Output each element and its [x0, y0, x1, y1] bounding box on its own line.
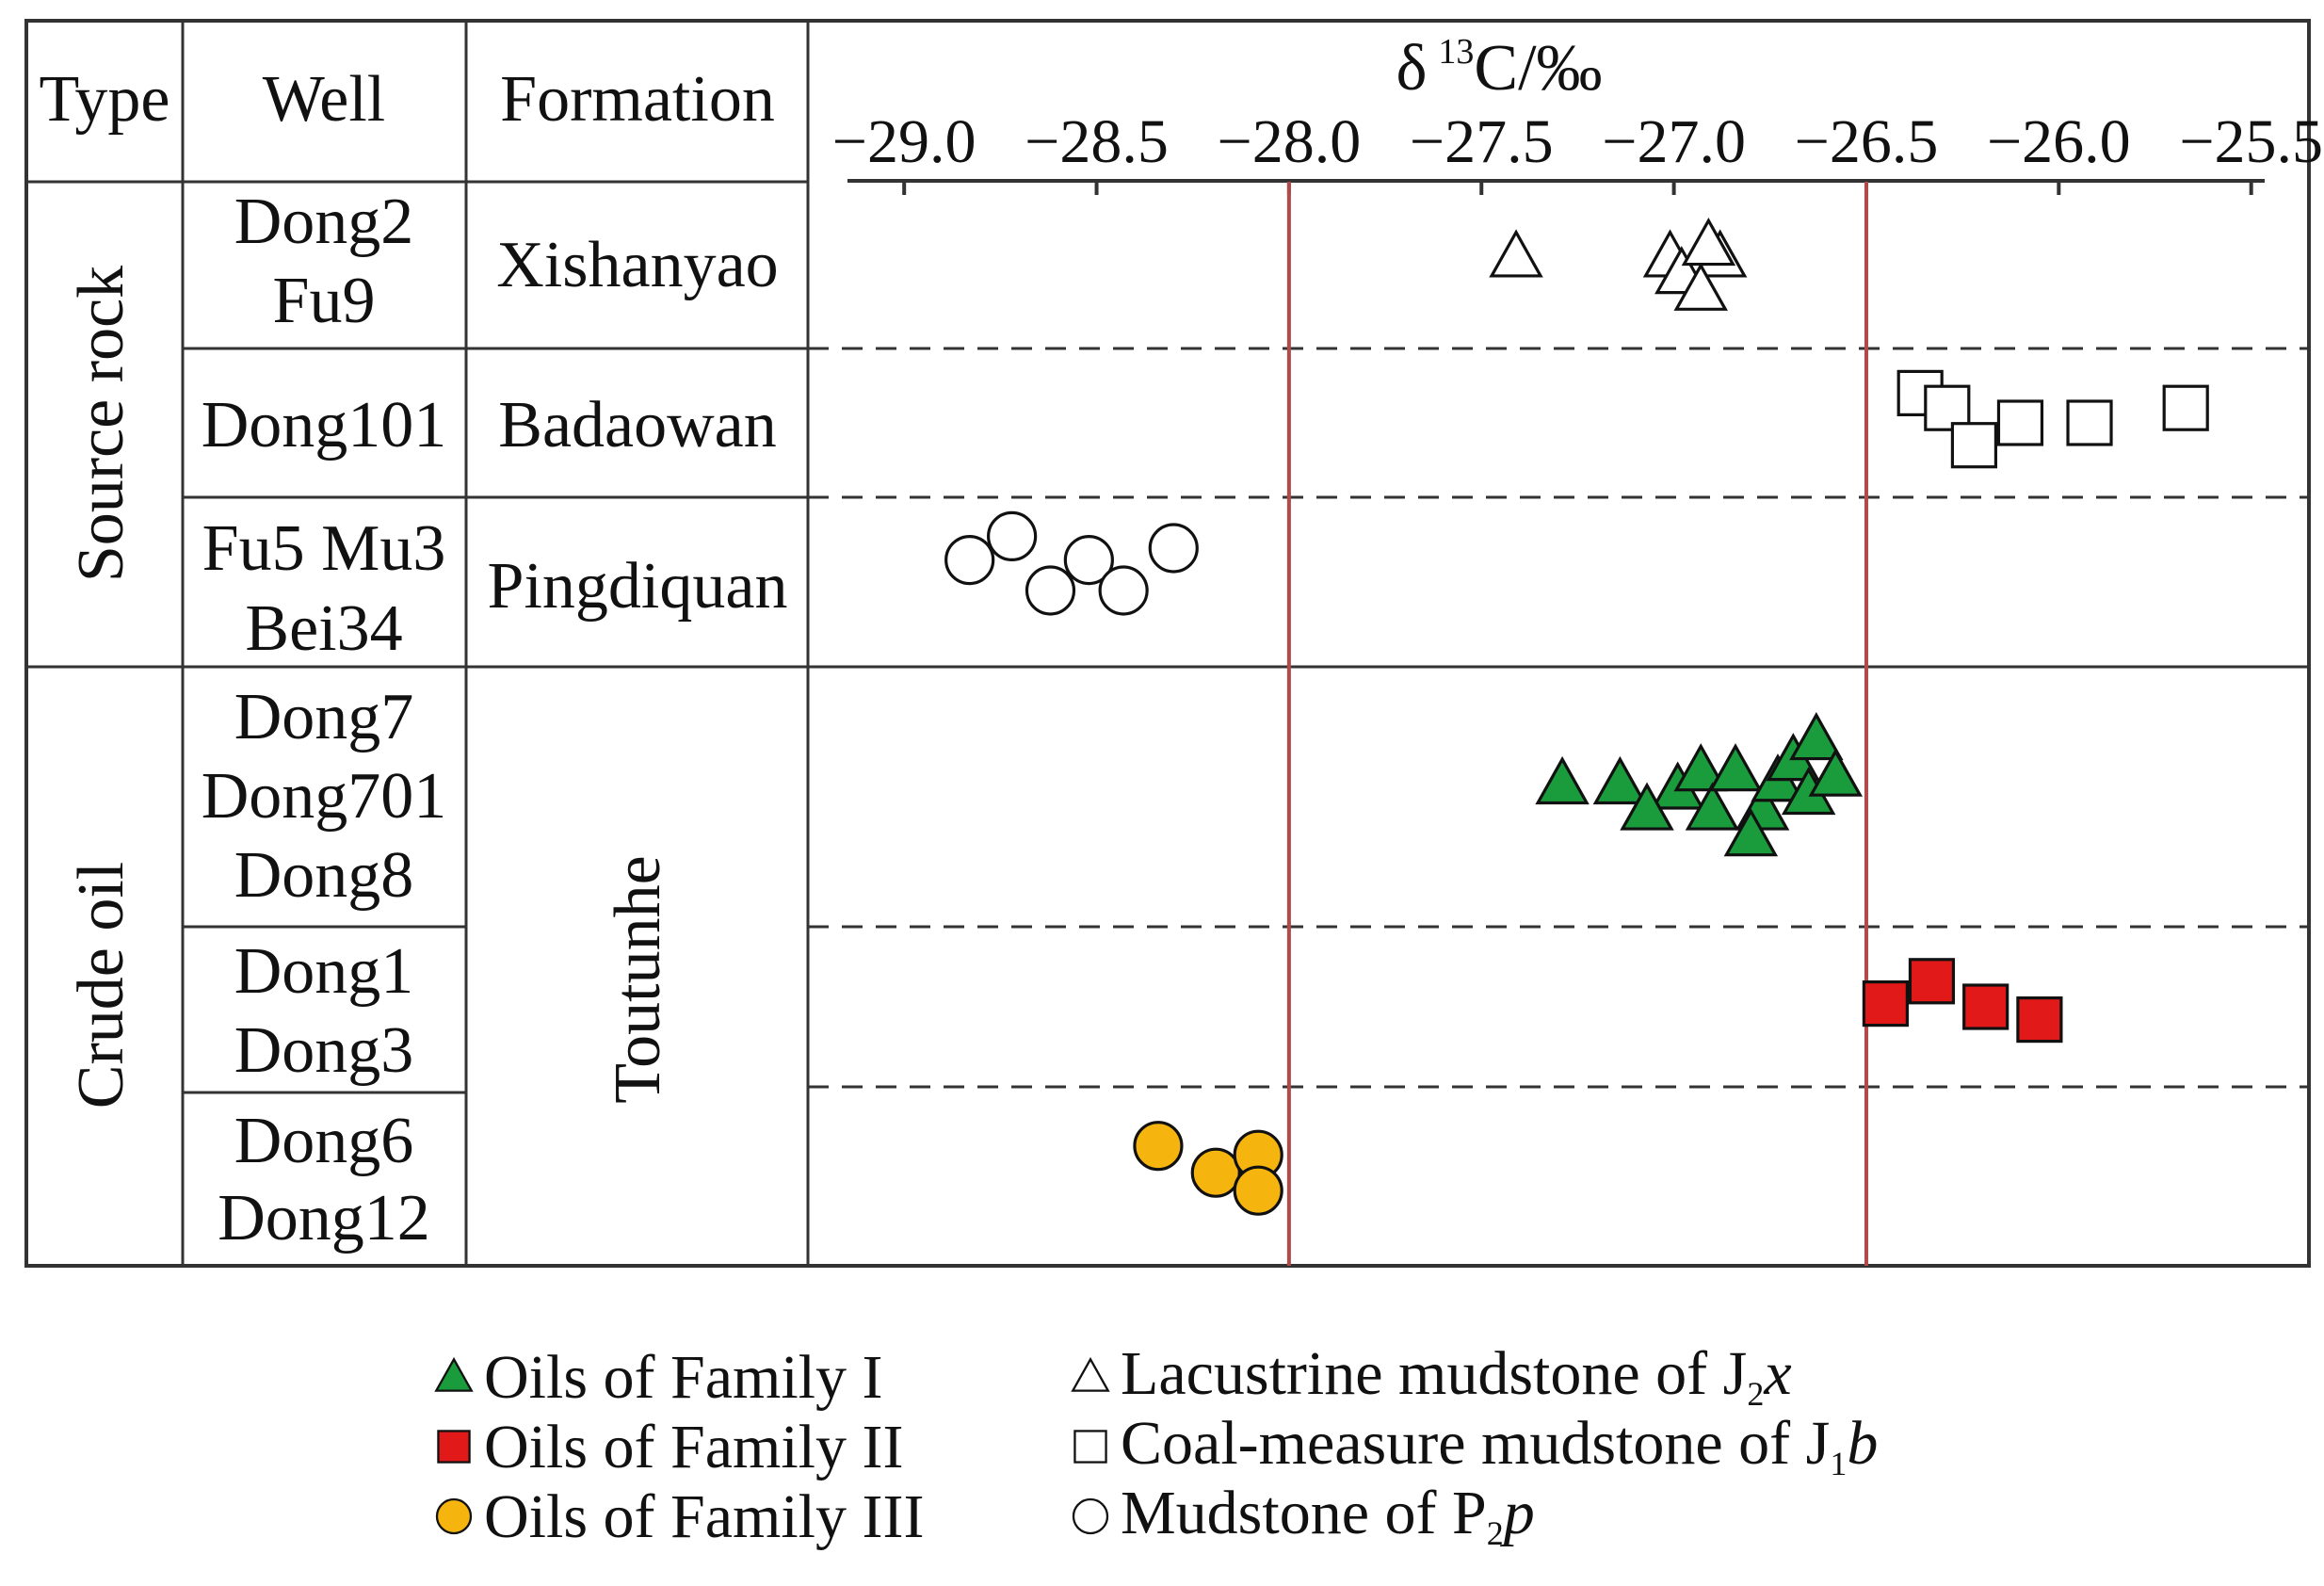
well-row1-line1: Dong2	[234, 186, 414, 258]
formation-row1: Xishanyao	[496, 229, 778, 301]
data-point	[2162, 384, 2209, 431]
axis-title-sup: 13	[1438, 32, 1474, 72]
data-point	[1133, 1121, 1184, 1172]
data-markers	[944, 217, 2209, 1216]
formation-crude: Toutunhe	[602, 855, 674, 1103]
well-row3-line1: Fu5 Mu3	[202, 512, 446, 585]
data-point	[1789, 712, 1844, 761]
data-point	[1489, 229, 1543, 278]
x-tick-label: −28.0	[1218, 107, 1362, 176]
group-crude-oil: Crude oil	[65, 862, 137, 1109]
boundary-lines	[1286, 182, 1868, 1266]
data-point	[2016, 995, 2063, 1044]
header-type: Type	[40, 63, 170, 136]
x-axis-ticks	[902, 181, 2253, 195]
group-source-rock: Source rock	[65, 266, 137, 582]
x-tick-label: −28.5	[1025, 107, 1169, 176]
data-point	[1673, 743, 1728, 792]
data-point	[1098, 565, 1149, 616]
table-grid	[26, 21, 2309, 1266]
data-point	[1620, 782, 1674, 831]
legend-label: Oils of Family I	[484, 1343, 883, 1412]
data-point	[1233, 1165, 1283, 1216]
data-point	[1950, 422, 1998, 469]
well-row1-line2: Fu9	[273, 265, 376, 337]
axis-title-delta: δ	[1396, 32, 1427, 105]
data-point	[1535, 755, 1590, 805]
table-frame	[24, 19, 2311, 1268]
well-row5-line2: Dong3	[234, 1014, 414, 1087]
data-point	[1063, 534, 1114, 586]
x-tick-label: −26.0	[1987, 107, 2131, 176]
row-dashes	[808, 347, 2309, 1089]
legend-marker	[434, 1356, 474, 1392]
legend-label: Coal-measure mudstone of J1b	[1121, 1409, 1878, 1482]
data-point	[1808, 748, 1864, 797]
data-point	[1996, 399, 2044, 446]
data-point	[987, 510, 1038, 562]
formation-row3: Pingdiquan	[488, 550, 788, 623]
legend-label: Oils of Family II	[484, 1413, 903, 1481]
well-row6-line1: Dong6	[234, 1105, 414, 1177]
legend-label: Mudstone of P2p	[1121, 1479, 1535, 1552]
legend-marker	[1073, 1430, 1107, 1464]
x-tick-label: −25.5	[2179, 107, 2323, 176]
data-point	[1708, 743, 1763, 792]
data-point	[944, 534, 995, 586]
data-point	[1681, 217, 1736, 267]
data-point	[1962, 983, 2009, 1030]
well-row4-line1: Dong7	[234, 681, 414, 753]
legend-marker	[437, 1430, 471, 1464]
legend-label: Lacustrine mudstone of J2x	[1121, 1339, 1792, 1413]
axis-title-main: C/‰	[1474, 32, 1602, 105]
axis-title: δ 13C/‰	[1396, 32, 1602, 105]
x-tick-label: −27.5	[1410, 107, 1554, 176]
legend-marker	[1071, 1356, 1110, 1392]
data-point	[1862, 979, 1910, 1028]
well-row4-line2: Dong701	[202, 760, 447, 833]
legend-marker	[1072, 1497, 1109, 1535]
header-formation: Formation	[500, 63, 775, 136]
data-point	[1685, 782, 1740, 831]
well-row2: Dong101	[202, 389, 447, 461]
legend-marker	[435, 1497, 473, 1535]
header-well: Well	[263, 63, 385, 136]
data-point	[2066, 399, 2113, 446]
x-tick-label: −27.0	[1602, 107, 1746, 176]
data-point	[1190, 1147, 1241, 1198]
well-row5-line1: Dong1	[234, 935, 414, 1008]
well-row6-line2: Dong12	[218, 1182, 430, 1254]
x-axis-tick-labels: −29.0 −28.5 −28.0 −27.5 −27.0 −26.5 −26.0 −25.5	[832, 107, 2323, 176]
well-row4-line3: Dong8	[234, 839, 414, 912]
formation-row2: Badaowan	[498, 389, 776, 461]
data-point	[1148, 523, 1199, 574]
well-row3-line2: Bei34	[245, 592, 402, 665]
data-point	[1025, 565, 1076, 616]
data-point	[1723, 808, 1779, 857]
data-point	[1908, 958, 1956, 1005]
legend-label: Oils of Family III	[484, 1482, 924, 1551]
x-tick-label: −26.5	[1795, 107, 1939, 176]
x-tick-label: −29.0	[832, 107, 976, 176]
data-point	[1673, 262, 1728, 311]
data-point	[1592, 755, 1648, 805]
